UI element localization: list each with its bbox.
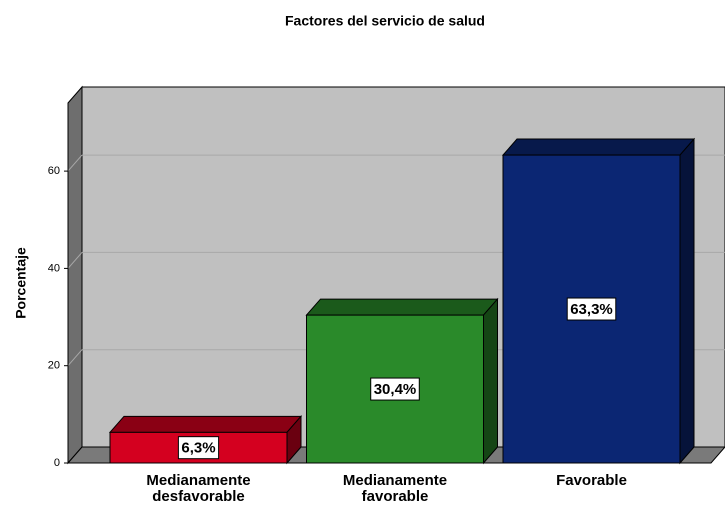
chart-title: Factores del servicio de salud bbox=[285, 13, 485, 29]
bar-side bbox=[483, 297, 498, 465]
value-label-box bbox=[566, 297, 617, 321]
value-label: 63,3% bbox=[570, 301, 613, 318]
side-wall bbox=[67, 85, 83, 465]
bar-top bbox=[305, 298, 499, 316]
bar-side bbox=[679, 137, 695, 465]
x-tick-label: Medianamente favorable bbox=[342, 472, 448, 505]
bar-top bbox=[501, 138, 696, 156]
x-tick-label: Favorable bbox=[556, 472, 627, 489]
y-tick-label: 40 bbox=[48, 262, 60, 274]
value-label: 6,3% bbox=[181, 440, 215, 457]
value-label-box bbox=[177, 436, 220, 460]
value-label-box bbox=[370, 377, 420, 401]
grid-line bbox=[67, 252, 83, 269]
grid-line bbox=[67, 349, 83, 367]
bar-top bbox=[108, 415, 303, 433]
y-tick-label: 0 bbox=[54, 457, 60, 469]
x-tick-label: Medianamente desfavorable bbox=[146, 472, 251, 505]
value-label: 30,4% bbox=[374, 381, 417, 398]
grid-line bbox=[67, 154, 83, 172]
y-axis-label: Porcentaje bbox=[13, 247, 29, 319]
y-tick-label: 20 bbox=[48, 360, 60, 372]
y-tick-label: 60 bbox=[48, 165, 60, 177]
